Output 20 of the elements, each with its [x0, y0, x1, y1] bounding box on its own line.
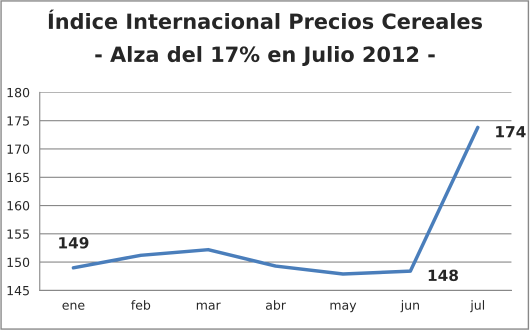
y-tick-label: 155 — [8, 229, 29, 239]
y-tick-label: 165 — [8, 172, 29, 182]
data-label: 148 — [428, 270, 458, 282]
y-tick-label: 150 — [8, 258, 30, 268]
chart-title: Índice Internacional Precios Cereales — [48, 10, 482, 30]
y-tick-label: 160 — [8, 201, 30, 210]
y-tick-label: 180 — [8, 88, 30, 98]
x-tick-label: may — [330, 302, 356, 312]
x-tick-label: jun — [400, 300, 419, 312]
chart-subtitle: - Alza del 17% en Julio 2012 - — [95, 46, 435, 66]
y-tick-label: 170 — [8, 144, 30, 154]
y-tick-label: 145 — [8, 286, 29, 296]
x-tick-label: mar — [196, 302, 221, 310]
x-tick-label: jul — [470, 300, 484, 312]
x-tick-label: feb — [131, 300, 150, 310]
x-tick-label: abr — [266, 300, 286, 310]
x-tick-label: ene — [62, 302, 84, 310]
data-label: 174 — [496, 126, 526, 138]
data-label: 149 — [59, 237, 88, 249]
y-tick-label: 175 — [8, 116, 29, 126]
